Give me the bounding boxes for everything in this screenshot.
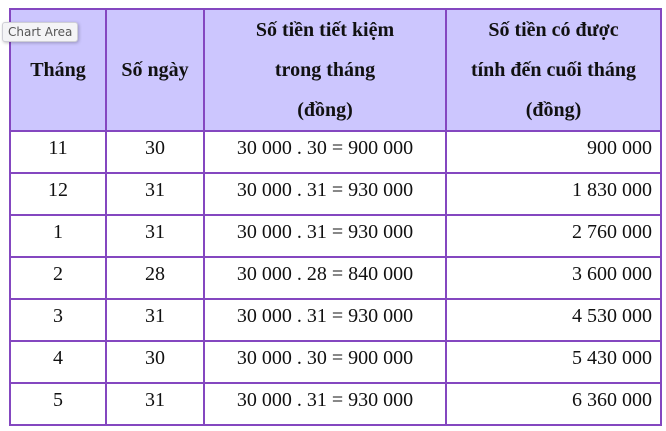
cell-days: 31	[105, 382, 205, 426]
cell-month: 11	[9, 130, 107, 174]
cell-month: 2	[9, 256, 107, 300]
cell-monthly-saving: 30 000 . 30 = 900 000	[203, 340, 447, 384]
cell-cumulative: 1 830 000	[445, 172, 662, 216]
cell-cumulative: 900 000	[445, 130, 662, 174]
table-row: 1 31 30 000 . 31 = 930 000 2 760 000	[9, 214, 662, 258]
cell-monthly-saving: 30 000 . 31 = 930 000	[203, 214, 447, 258]
table-row: 5 31 30 000 . 31 = 930 000 6 360 000	[9, 382, 662, 426]
cell-monthly-saving: 30 000 . 28 = 840 000	[203, 256, 447, 300]
cell-cumulative: 2 760 000	[445, 214, 662, 258]
header-line: (đồng)	[525, 99, 582, 121]
cell-monthly-saving: 30 000 . 31 = 930 000	[203, 382, 447, 426]
cell-month: 4	[9, 340, 107, 384]
cell-days: 31	[105, 214, 205, 258]
cell-days: 28	[105, 256, 205, 300]
table-row: 12 31 30 000 . 31 = 930 000 1 830 000	[9, 172, 662, 216]
cell-monthly-saving: 30 000 . 31 = 930 000	[203, 172, 447, 216]
header-line: tính đến cuối tháng	[470, 59, 637, 81]
header-line: Số tiền tiết kiệm	[255, 19, 395, 41]
cell-month: 5	[9, 382, 107, 426]
cell-days: 30	[105, 130, 205, 174]
cell-month: 3	[9, 298, 107, 342]
savings-table: Tháng Số ngày Số tiền tiết kiệm trong th…	[9, 8, 662, 426]
cell-days: 31	[105, 298, 205, 342]
header-cumulative: Số tiền có được tính đến cuối tháng (đồn…	[445, 8, 662, 132]
cell-cumulative: 5 430 000	[445, 340, 662, 384]
cell-monthly-saving: 30 000 . 30 = 900 000	[203, 130, 447, 174]
cell-monthly-saving: 30 000 . 31 = 930 000	[203, 298, 447, 342]
table-row: 2 28 30 000 . 28 = 840 000 3 600 000	[9, 256, 662, 300]
header-line: (đồng)	[297, 99, 353, 121]
header-days: Số ngày	[105, 8, 205, 132]
table-row: 11 30 30 000 . 30 = 900 000 900 000	[9, 130, 662, 174]
cell-cumulative: 4 530 000	[445, 298, 662, 342]
header-line: Số tiền có được	[488, 19, 619, 41]
cell-month: 1	[9, 214, 107, 258]
cell-days: 30	[105, 340, 205, 384]
cell-cumulative: 3 600 000	[445, 256, 662, 300]
cell-days: 31	[105, 172, 205, 216]
header-monthly-saving: Số tiền tiết kiệm trong tháng (đồng)	[203, 8, 447, 132]
table-row: 3 31 30 000 . 31 = 930 000 4 530 000	[9, 298, 662, 342]
header-row: Tháng Số ngày Số tiền tiết kiệm trong th…	[9, 8, 662, 132]
header-line: trong tháng	[274, 59, 376, 81]
cell-cumulative: 6 360 000	[445, 382, 662, 426]
table-row: 4 30 30 000 . 30 = 900 000 5 430 000	[9, 340, 662, 384]
cell-month: 12	[9, 172, 107, 216]
chart-area-tooltip: Chart Area	[2, 22, 79, 42]
